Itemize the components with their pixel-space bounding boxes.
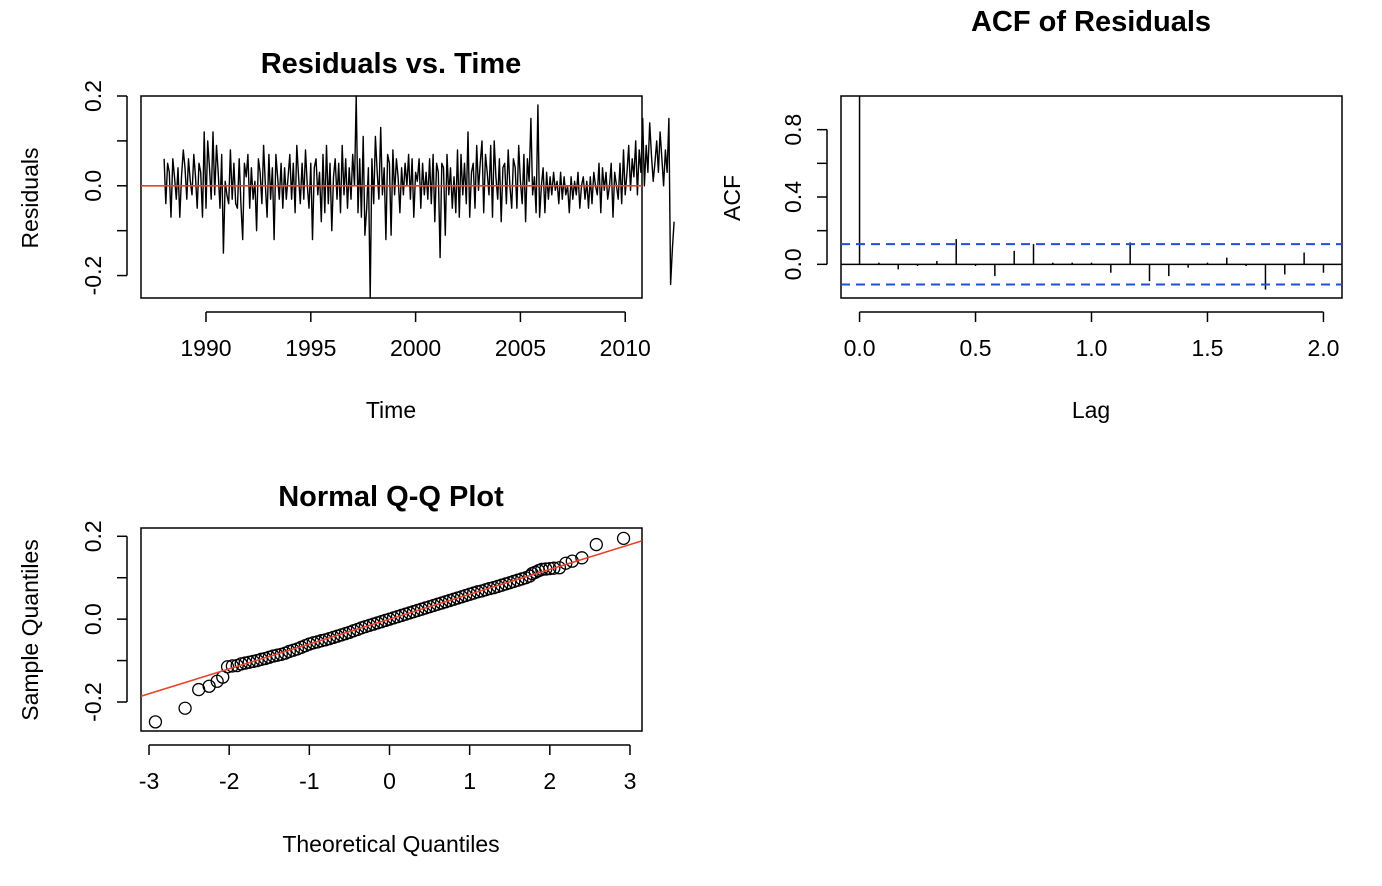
- residuals-y-axis-label: Residuals: [17, 148, 43, 249]
- acf-y-tick-label: 0.4: [780, 181, 806, 213]
- acf-panel: ACF of Residuals Lag ACF 0.0 0.5 1.0 1.5 2.0…: [719, 6, 1343, 423]
- qq-x-tick-label: 3: [624, 768, 637, 794]
- residuals-x-tick-label: 1990: [180, 335, 231, 361]
- qq-x-tick-label: -3: [139, 768, 159, 794]
- qq-x-tick-label: 2: [543, 768, 556, 794]
- acf-x-tick-label: 2.0: [1307, 335, 1339, 361]
- qq-x-tick-label: -2: [219, 768, 239, 794]
- qq-plot-area: -3 -2 -1 0 1 2 3 -0.2 0.0 0.2: [80, 520, 643, 794]
- acf-y-tick-label: 0.8: [780, 114, 806, 146]
- acf-x-tick-label: 1.5: [1191, 335, 1223, 361]
- qq-y-axis-label: Sample Quantiles: [17, 539, 43, 721]
- acf-x-axis-label: Lag: [1072, 397, 1110, 423]
- qq-reference-line: [141, 540, 642, 697]
- qq-x-tick-label: 1: [463, 768, 476, 794]
- qq-y-tick-label: -0.2: [80, 682, 106, 722]
- qq-x-axis-label: Theoretical Quantiles: [282, 831, 499, 857]
- residuals-x-axis-label: Time: [366, 397, 416, 423]
- qq-point: [178, 701, 192, 715]
- qq-point: [616, 531, 631, 546]
- residuals-vs-time-panel: Residuals vs. Time Time Residuals 1990 19…: [17, 48, 675, 423]
- qq-point: [148, 715, 163, 729]
- qq-plot-frame: [140, 527, 643, 732]
- qq-point: [589, 537, 603, 552]
- residuals-y-tick-label: 0.2: [80, 80, 106, 112]
- residuals-chart-title: Residuals vs. Time: [261, 48, 522, 80]
- acf-x-tick-label: 0.0: [844, 335, 876, 361]
- acf-y-axis-label: ACF: [719, 175, 745, 221]
- residuals-y-tick-label: 0.0: [80, 170, 106, 202]
- residuals-x-tick-label: 2005: [495, 335, 546, 361]
- acf-x-tick-label: 1.0: [1076, 335, 1108, 361]
- acf-y-tick-label: 0.0: [780, 248, 806, 280]
- acf-x-tick-label: 0.5: [960, 335, 992, 361]
- residuals-series-line: [163, 95, 675, 299]
- acf-plot-frame: [840, 95, 1343, 299]
- residuals-x-tick-label: 2010: [600, 335, 651, 361]
- residuals-y-tick-label: -0.2: [80, 256, 106, 296]
- residuals-plot-area: 1990 1995 2000 2005 2010 -0.2 0.0 0.2: [80, 80, 675, 361]
- qq-point: [547, 561, 561, 575]
- qq-point: [543, 561, 557, 576]
- residuals-x-tick-label: 2000: [390, 335, 441, 361]
- residuals-x-tick-label: 1995: [285, 335, 336, 361]
- qq-x-tick-label: -1: [299, 768, 319, 794]
- acf-chart-title: ACF of Residuals: [971, 6, 1211, 38]
- qq-plot-panel: Normal Q-Q Plot Theoretical Quantiles Sa…: [17, 481, 643, 857]
- qq-point: [202, 679, 216, 693]
- qq-y-tick-label: 0.2: [80, 520, 106, 552]
- residuals-plot-frame: [140, 95, 643, 299]
- acf-plot-area: 0.0 0.5 1.0 1.5 2.0 0.0 0.4 0.8: [780, 95, 1343, 361]
- qq-x-tick-label: 0: [383, 768, 396, 794]
- qq-chart-title: Normal Q-Q Plot: [278, 481, 504, 513]
- qq-y-tick-label: 0.0: [80, 603, 106, 635]
